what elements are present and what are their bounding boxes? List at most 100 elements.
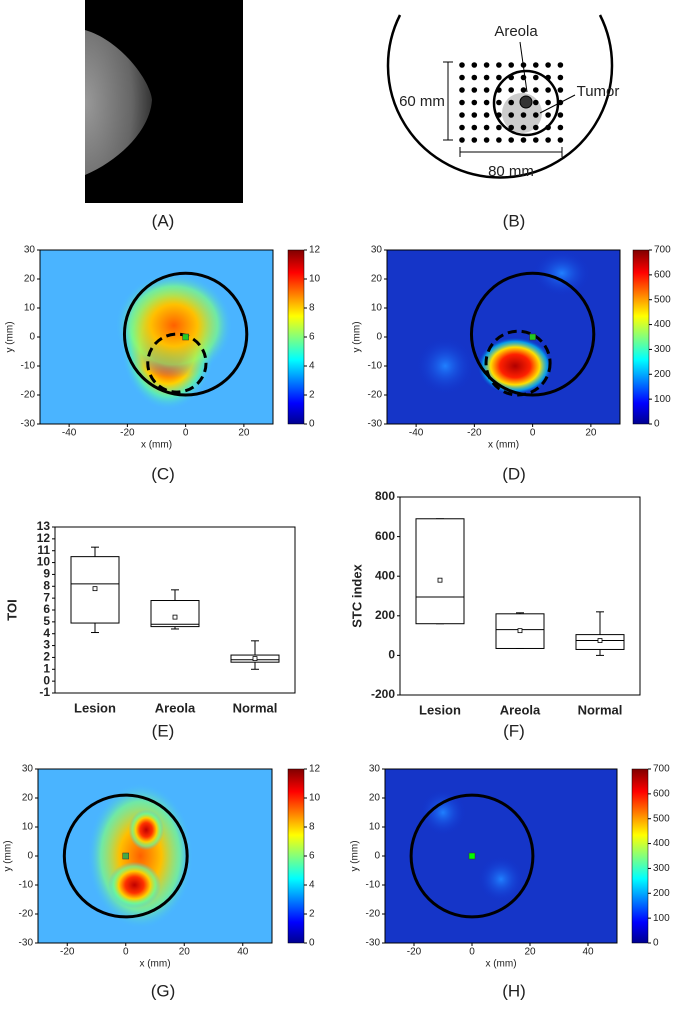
grid-dot [545,137,551,143]
heatmap-blob [477,337,554,395]
x-axis-label: x (mm) [141,440,172,451]
x-tick-label: -20 [407,947,422,958]
mean [517,628,523,634]
y-tick-label: 30 [22,764,34,775]
plot-frame [384,768,618,944]
x-tick-label: 20 [524,947,536,958]
x-tick-label: Areola [155,700,196,715]
y-tick-label: 5 [43,614,50,628]
grid-dot [459,87,465,93]
y-tick-label: 12 [37,531,51,545]
y-tick-label: 0 [374,851,380,862]
grid-dot [483,112,490,118]
colorbar-tick-label: 2 [309,390,315,401]
box [415,518,465,625]
x-tick-label: 0 [183,428,189,439]
y-tick-label: 400 [375,568,395,582]
y-tick-label: 1 [43,661,50,675]
diagram [386,14,614,179]
panel-label: (B) [503,211,526,230]
y-tick-label: -20 [19,909,34,920]
areola-circle [62,793,189,919]
grid-dot [471,74,478,81]
panel-label: (A) [152,211,175,230]
grid-dot [508,62,514,68]
y-tick-label: 0 [376,332,382,343]
y-tick-label: 0 [43,673,50,687]
y-tick-label: 600 [375,529,395,543]
grid-dot [471,112,478,118]
colorbar-tick-label: 12 [309,245,321,256]
grid-dot [533,112,539,118]
grid-dot [533,124,539,131]
mean [437,577,443,583]
y-tick-label: 20 [371,274,383,285]
grid-dot [459,99,465,106]
x-tick-label: Lesion [419,702,461,717]
grid-dot [557,62,564,68]
mean [92,586,98,592]
y-axis-label: y (mm) [350,840,361,871]
y-tick-label: 30 [369,764,381,775]
grid-dot [557,87,564,93]
colorbar-tick-label: 200 [653,888,670,899]
grid-dot [557,112,564,118]
y-axis-label: TOI [4,599,19,620]
areola-circle [409,793,535,919]
panel-label: (C) [151,464,175,483]
colorbar-tick-label: 10 [309,793,321,804]
x-tick-label: -20 [120,428,135,439]
grid-dot [520,124,527,131]
colorbar-tick-label: 4 [309,880,315,891]
x-tick-label: 0 [469,947,475,958]
x-tick-label: 20 [585,428,597,439]
heatmap-image [38,769,272,943]
x-tick-label: -20 [60,947,75,958]
grid-dot [533,99,539,106]
grid-dot [471,99,478,106]
x-tick-label: -40 [409,428,424,439]
grid-dot [545,62,551,68]
y-tick-label: 0 [27,851,33,862]
colorbar-tick-label: 4 [309,361,315,372]
y-tick-label: 800 [375,489,395,503]
y-tick-label: -200 [371,687,395,701]
y-tick-label: 13 [37,519,51,533]
colorbar-tick-label: 500 [654,294,671,305]
grid-dot [483,74,490,81]
colorbar-tick-label: 700 [654,245,671,256]
x-tick-label: 0 [530,428,536,439]
grid-dot [471,62,478,68]
y-tick-label: 10 [37,555,51,569]
areola-circle [469,271,596,397]
heatmap-blob [419,789,467,836]
colorbar-tick-label: 600 [654,269,671,280]
colorbar-tick-label: 10 [309,274,321,285]
nipple-marker [122,852,129,860]
y-axis-label: y (mm) [352,321,363,352]
plot-frame [399,496,641,696]
heatmap-blob [532,250,591,297]
grid-dot [459,112,465,118]
lesion-circle [484,329,552,397]
y-tick-label: -20 [368,390,383,401]
panel-label: (F) [503,721,525,740]
mean [597,638,603,643]
colorbar [287,768,305,944]
grid-dot [483,99,490,106]
y-tick-label: -10 [19,880,34,891]
grid-dot [520,112,527,118]
y-axis-label: y (mm) [5,321,16,352]
x-tick-label: 40 [582,947,594,958]
y-tick-label: 20 [369,793,381,804]
y-tick-label: -30 [21,419,36,430]
y-tick-label: 4 [43,626,50,640]
y-tick-label: 200 [375,608,395,622]
grid-dot [533,87,539,93]
y-tick-label: 10 [24,303,36,314]
y-tick-label: 6 [43,602,50,616]
box [150,600,200,628]
panel-label: (E) [152,721,175,740]
grid-dot [533,74,539,81]
